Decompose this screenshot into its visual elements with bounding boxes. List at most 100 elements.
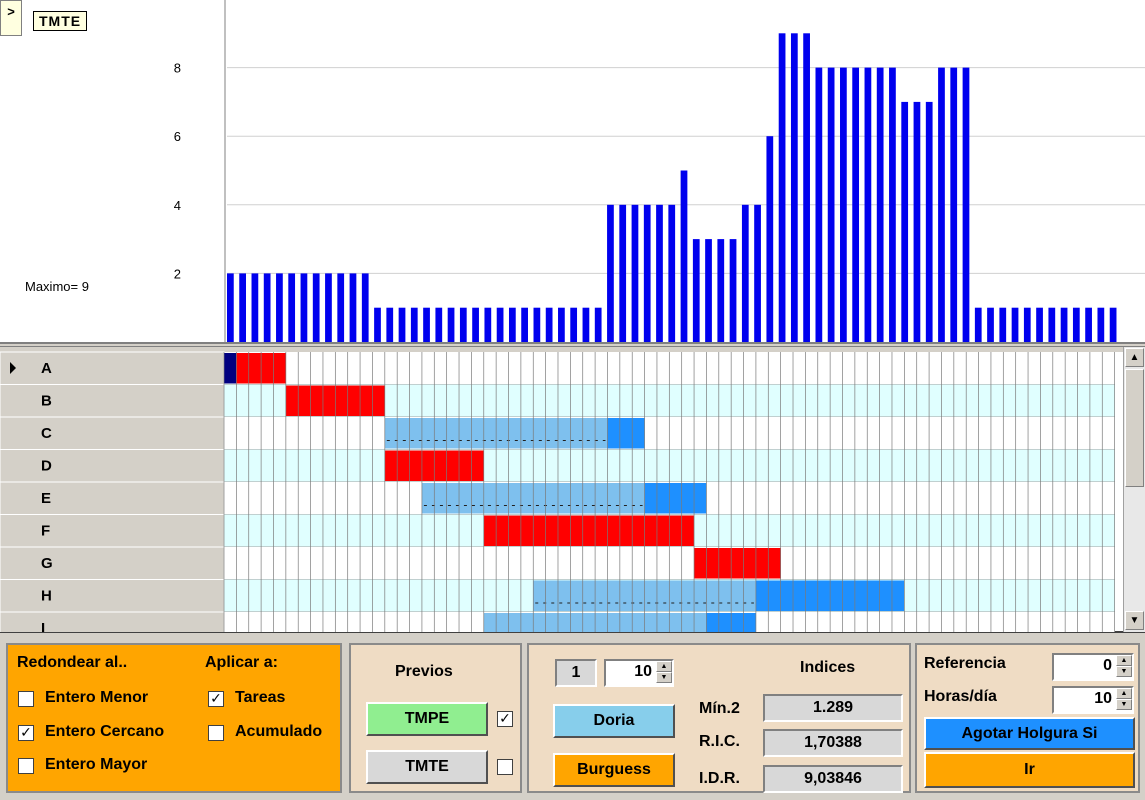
agotar-holgura-button[interactable]: Agotar Holgura Si xyxy=(924,717,1135,750)
histogram-bar xyxy=(251,273,259,342)
histogram-bar xyxy=(508,307,516,342)
entero-menor-checkbox[interactable] xyxy=(18,691,34,707)
histogram-bar xyxy=(1036,307,1043,342)
row-header xyxy=(0,579,225,613)
row-header xyxy=(0,416,225,450)
indices-start-field[interactable]: 1 xyxy=(555,659,597,687)
histogram-bar xyxy=(962,67,970,342)
histogram-bar xyxy=(1109,307,1117,342)
histogram-bar xyxy=(496,307,504,342)
idr-value: 9,03846 xyxy=(763,765,903,793)
min2-label: Mín.2 xyxy=(699,700,740,717)
task-segment-task xyxy=(607,418,645,449)
task-segment-selected xyxy=(224,353,237,384)
histogram-bar xyxy=(398,307,406,342)
histogram-bar xyxy=(803,33,810,343)
histogram-bar xyxy=(337,273,345,342)
indices-spin-field[interactable]: 10 ▲ ▼ xyxy=(604,659,674,687)
row-header xyxy=(0,514,225,548)
previos-panel: Previos TMPE ✓ TMTE xyxy=(349,643,522,793)
histogram-bar xyxy=(459,307,467,342)
spin-down-icon[interactable]: ▼ xyxy=(1116,699,1132,710)
histogram-bar xyxy=(925,101,933,343)
histogram-bar xyxy=(889,67,896,342)
doria-button[interactable]: Doria xyxy=(553,704,675,738)
row-header xyxy=(0,481,225,515)
histogram-bar xyxy=(276,273,283,342)
task-segment-critical xyxy=(694,548,781,579)
ir-button[interactable]: Ir xyxy=(924,752,1135,788)
histogram-bar xyxy=(852,67,860,342)
row-header xyxy=(0,384,225,418)
entero-cercano-checkbox[interactable]: ✓ xyxy=(18,725,34,741)
histogram-bar xyxy=(521,307,528,342)
histogram-bar xyxy=(361,273,369,342)
histogram-bar xyxy=(1048,307,1056,342)
spin-up-icon[interactable]: ▲ xyxy=(1116,688,1132,699)
histogram-bar xyxy=(876,67,884,342)
histogram-bar xyxy=(766,136,774,342)
histogram-bar xyxy=(1023,307,1031,342)
row-label: C xyxy=(41,425,52,442)
referencia-value: 0 xyxy=(1103,657,1112,674)
histogram-bar xyxy=(656,204,663,342)
scroll-up-arrow-icon[interactable]: ▲ xyxy=(1125,348,1144,367)
histogram-bar xyxy=(754,204,761,342)
histogram-bar xyxy=(582,307,590,342)
referencia-panel: Referencia 0 ▲ ▼ Horas/día 10 ▲ ▼ Agotar… xyxy=(915,643,1140,793)
histogram-bar xyxy=(827,67,835,342)
histogram-bar xyxy=(778,33,786,343)
histogram-bar xyxy=(1011,307,1019,342)
entero-mayor-checkbox[interactable] xyxy=(18,758,34,774)
spin-up-icon[interactable]: ▲ xyxy=(656,661,672,672)
histogram-bar xyxy=(790,33,798,343)
resource-histogram: 2 4 6 8 > TMTE Maximo= 9 xyxy=(0,0,1145,344)
histogram-bar xyxy=(312,273,320,342)
horas-dia-spin-field[interactable]: 10 ▲ ▼ xyxy=(1052,686,1134,714)
histogram-bar xyxy=(643,204,651,342)
idr-label: I.D.R. xyxy=(699,770,740,787)
scroll-thumb[interactable] xyxy=(1125,369,1144,487)
tmte-checkbox[interactable] xyxy=(497,759,513,775)
task-segment-task xyxy=(644,483,707,514)
histogram-bar xyxy=(239,273,247,342)
tmpe-checkbox[interactable]: ✓ xyxy=(497,711,513,727)
histogram-bar xyxy=(447,307,455,342)
tmpe-button[interactable]: TMPE xyxy=(366,702,488,736)
spin-down-icon[interactable]: ▼ xyxy=(1116,666,1132,677)
ric-label: R.I.C. xyxy=(699,733,740,750)
referencia-spin-field[interactable]: 0 ▲ ▼ xyxy=(1052,653,1134,681)
row-label: I xyxy=(41,620,45,632)
histogram-chart: 2 4 6 8 xyxy=(174,0,1145,343)
tareas-checkbox[interactable]: ✓ xyxy=(208,691,224,707)
vertical-scrollbar[interactable]: ▲ ▼ xyxy=(1123,347,1145,632)
grid-top-strip xyxy=(0,347,1123,352)
y-tick-label: 8 xyxy=(174,61,181,76)
histogram-bar xyxy=(1085,307,1092,342)
expand-toggle-button[interactable]: > xyxy=(0,0,22,36)
histogram-bar xyxy=(938,67,945,342)
histogram-bar xyxy=(901,101,909,343)
rounding-title: Redondear al.. xyxy=(17,654,128,671)
histogram-bar xyxy=(619,204,627,342)
apply-title: Aplicar a: xyxy=(205,654,278,671)
histogram-bar xyxy=(631,204,639,342)
scroll-down-arrow-icon[interactable]: ▼ xyxy=(1125,611,1144,630)
acumulado-checkbox[interactable] xyxy=(208,725,224,741)
y-tick-label: 4 xyxy=(174,198,181,213)
row-header xyxy=(0,351,225,385)
current-row-arrow-icon xyxy=(10,362,16,374)
histogram-bar xyxy=(423,307,430,342)
histogram-bar xyxy=(435,307,443,342)
entero-mayor-label: Entero Mayor xyxy=(45,756,148,773)
tmte-button[interactable]: TMTE xyxy=(366,750,488,784)
burguess-button[interactable]: Burguess xyxy=(553,753,675,787)
spin-down-icon[interactable]: ▼ xyxy=(656,672,672,683)
spin-up-icon[interactable]: ▲ xyxy=(1116,655,1132,666)
histogram-bar xyxy=(1060,307,1068,342)
histogram-bar xyxy=(227,273,234,342)
histogram-bar xyxy=(545,307,553,342)
